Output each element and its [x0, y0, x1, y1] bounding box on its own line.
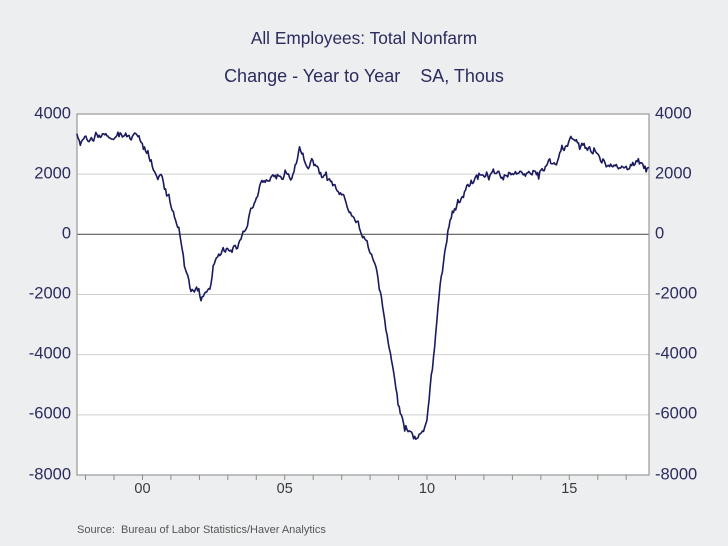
svg-text:2000: 2000 [34, 165, 71, 183]
svg-text:0: 0 [62, 225, 71, 243]
svg-text:-6000: -6000 [655, 405, 697, 423]
svg-text:-8000: -8000 [29, 466, 71, 484]
svg-text:-2000: -2000 [655, 285, 697, 303]
svg-text:05: 05 [277, 481, 293, 497]
svg-text:10: 10 [419, 481, 435, 497]
svg-text:00: 00 [134, 481, 150, 497]
svg-text:-4000: -4000 [655, 345, 697, 363]
svg-text:2000: 2000 [655, 165, 692, 183]
svg-text:-2000: -2000 [29, 285, 71, 303]
svg-text:4000: 4000 [34, 105, 71, 123]
svg-text:-8000: -8000 [655, 466, 697, 484]
svg-text:-4000: -4000 [29, 345, 71, 363]
svg-text:0: 0 [655, 225, 664, 243]
svg-text:4000: 4000 [655, 105, 692, 123]
svg-text:-6000: -6000 [29, 405, 71, 423]
svg-text:15: 15 [561, 481, 577, 497]
